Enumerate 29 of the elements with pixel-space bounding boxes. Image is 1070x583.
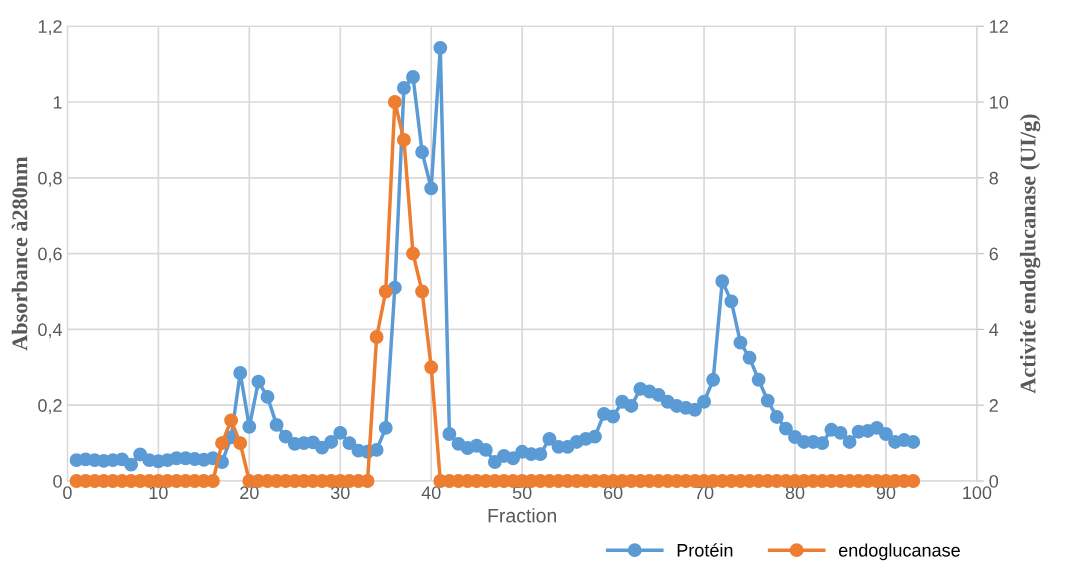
y2-tick-label: 4 [989, 323, 999, 336]
y-tick-label: 0 [53, 474, 62, 488]
x-tick-label: 40 [421, 486, 441, 500]
y-tick-label: 0,4 [38, 323, 63, 339]
y2-tick-label: 10 [990, 95, 1009, 109]
x-tick-label: 30 [330, 486, 350, 500]
x-tick-label: 0 [63, 486, 72, 500]
y-tick-label: 0,6 [38, 247, 62, 263]
legend-label: Protéin [677, 543, 733, 557]
x-tick-label: 80 [785, 486, 805, 500]
x-tick-label: 60 [603, 486, 623, 500]
y-tick-label: 0,8 [38, 171, 62, 187]
y2-tick-label: 2 [989, 399, 998, 412]
y-tick-label: 1,2 [38, 20, 62, 36]
x-tick-label: 100 [963, 486, 992, 500]
y-tick-label: 1 [53, 96, 62, 109]
x-tick-label: 20 [240, 486, 259, 500]
y2-tick-label: 0 [989, 474, 999, 488]
y-axis-title: Absorbance à280nm [11, 156, 28, 351]
y2-axis-title: Activité endoglucanase (UI/g) [1019, 114, 1041, 394]
y2-tick-label: 12 [990, 20, 1008, 33]
x-tick-label: 10 [149, 486, 168, 500]
y2-tick-label: 6 [989, 247, 998, 261]
y-tick-label: 0,2 [38, 399, 62, 415]
y2-tick-label: 8 [989, 171, 998, 185]
x-tick-label: 50 [512, 486, 532, 500]
x-axis-title: Fraction [488, 508, 557, 523]
legend-label: endoglucanase [838, 543, 960, 561]
x-tick-label: 90 [876, 486, 896, 500]
